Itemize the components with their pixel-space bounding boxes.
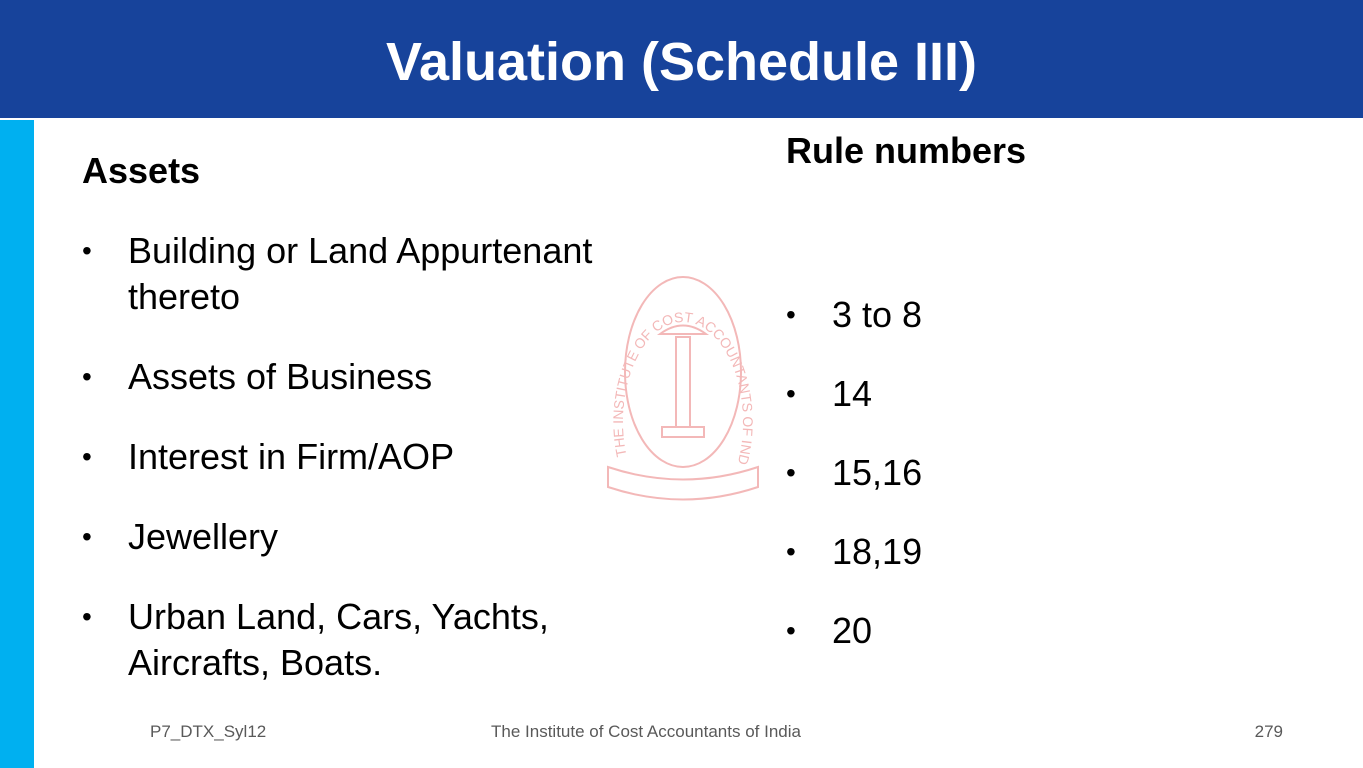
- asset-item: Building or Land Appurtenant thereto: [82, 228, 682, 320]
- rule-item: 18,19: [786, 529, 1186, 575]
- asset-item: Jewellery: [82, 514, 682, 560]
- page-number: 279: [1254, 722, 1283, 741]
- rules-list: 3 to 8 14 15,16 18,19 20: [786, 292, 1186, 687]
- assets-list: Building or Land Appurtenant thereto Asse…: [82, 228, 682, 720]
- asset-item: Urban Land, Cars, Yachts, Aircrafts, Boa…: [82, 594, 682, 686]
- header-band: Valuation (Schedule III): [0, 0, 1363, 118]
- footer-institute: The Institute of Cost Accountants of Ind…: [491, 722, 801, 741]
- footer-code: P7_DTX_Syl12: [150, 722, 267, 741]
- rule-item: 14: [786, 371, 1186, 417]
- rules-heading: Rule numbers: [786, 130, 1027, 171]
- slide-title: Valuation (Schedule III): [385, 32, 978, 92]
- asset-item: Interest in Firm/AOP: [82, 434, 682, 480]
- rule-item: 3 to 8: [786, 292, 1186, 338]
- rule-item: 15,16: [786, 450, 1186, 496]
- asset-item: Assets of Business: [82, 354, 682, 400]
- rule-item: 20: [786, 608, 1186, 654]
- side-bar: [0, 120, 34, 768]
- assets-heading: Assets: [82, 150, 201, 191]
